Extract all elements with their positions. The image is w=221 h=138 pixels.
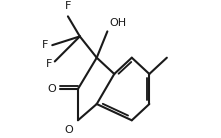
Text: OH: OH: [110, 18, 127, 28]
Text: O: O: [64, 125, 73, 135]
Text: F: F: [65, 1, 71, 11]
Text: O: O: [47, 84, 56, 94]
Text: F: F: [46, 59, 52, 69]
Text: F: F: [42, 40, 48, 50]
